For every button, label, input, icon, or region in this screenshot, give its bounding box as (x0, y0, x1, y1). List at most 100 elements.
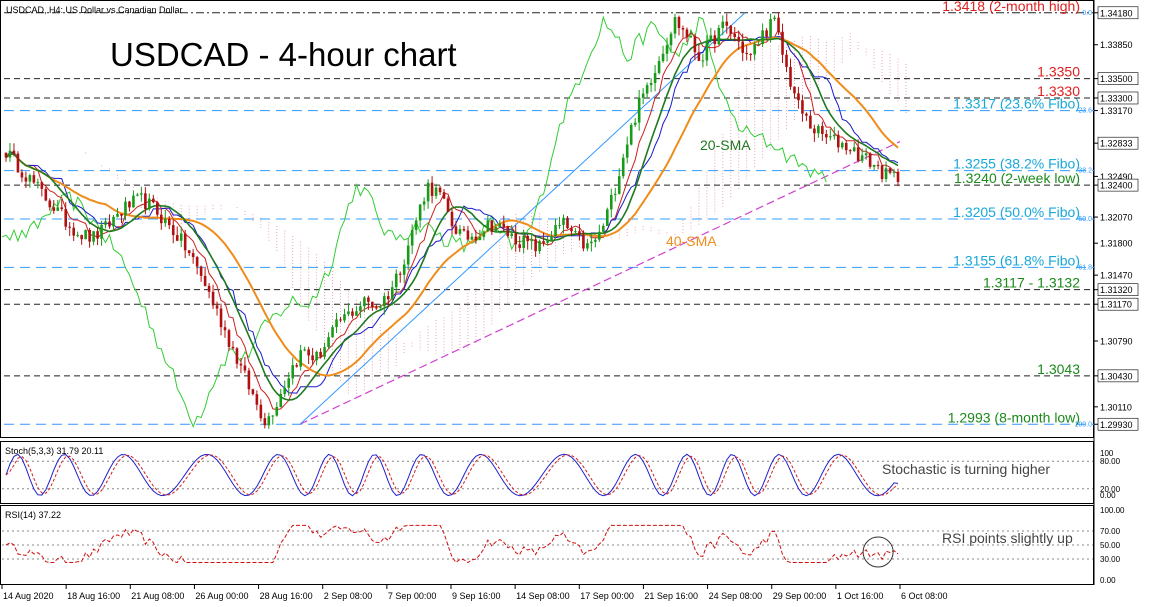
candle-body (598, 231, 601, 240)
candle-body (28, 175, 32, 182)
candle-body (578, 231, 581, 235)
candle-body (721, 21, 725, 28)
candle-body (375, 307, 378, 309)
level-label: 1.3205 (50.0% Fibo) (953, 204, 1080, 220)
candle-body (299, 350, 302, 367)
candle-body (661, 53, 665, 62)
fibo-pct-label: 100.0 (1074, 421, 1092, 428)
candle-body (295, 365, 298, 367)
candle-body (4, 152, 8, 158)
candle-body (789, 66, 792, 87)
candle-body (693, 36, 697, 53)
price-tag-box (1097, 6, 1139, 20)
candle-body (705, 40, 709, 61)
candle-body (478, 236, 482, 241)
candle-body (813, 128, 816, 134)
candle-body (319, 351, 322, 357)
candle-body (187, 250, 191, 254)
rsi-indicator: 100.00 70.00 50.00 30.00 0.00 (2, 506, 1125, 585)
chart-title: USDCAD - 4-hour chart (110, 36, 457, 73)
candle-body (367, 297, 370, 302)
candle-body (323, 347, 326, 357)
candle-body (602, 225, 605, 232)
candle-body (191, 253, 195, 258)
candle-body (526, 235, 529, 242)
candle-body (737, 36, 741, 42)
candle-body (773, 17, 776, 20)
price-tick-label: 1.31800 (1100, 239, 1133, 249)
candle-body (16, 153, 20, 173)
candle-body (570, 228, 573, 232)
candle-body (785, 54, 788, 67)
candle-body (669, 33, 673, 46)
price-tick-label: 1.33300 (1100, 93, 1133, 103)
candle-body (494, 227, 498, 233)
candle-body (32, 175, 36, 183)
price-tag-box (1097, 72, 1139, 85)
candle-body (140, 193, 143, 195)
candle-body (793, 86, 796, 94)
time-tick-label: 29 Sep 00:00 (773, 591, 827, 601)
rsi-note: RSI points slightly up (942, 530, 1073, 546)
candle-body (844, 142, 848, 151)
price-tick-label: 1.32400 (1100, 181, 1133, 191)
time-tick-label: 21 Sep 16:00 (644, 591, 698, 601)
trendlines (299, 12, 901, 425)
price-tick-label: 1.32490 (1100, 172, 1133, 182)
candle-body (745, 52, 748, 55)
candle-body (450, 211, 454, 227)
candle-body (8, 150, 12, 158)
sma20-label: 20-SMA (700, 137, 751, 153)
candle-body (227, 330, 231, 347)
rsi-tick-label: 70.00 (1100, 527, 1121, 536)
candle-body (259, 404, 263, 419)
candle-body (402, 264, 406, 275)
price-tag-box (1097, 297, 1139, 311)
candle-body (641, 93, 645, 98)
candle-body (621, 157, 625, 177)
candle-body (100, 224, 103, 239)
candle-body (530, 239, 533, 242)
candle-body (609, 194, 613, 210)
candle-body (825, 133, 828, 138)
candle-body (163, 218, 167, 224)
rsi-line (5, 524, 899, 564)
candle-body (749, 54, 752, 56)
level-label: 1.3155 (61.8% Fibo) (953, 252, 1080, 268)
candle-body (896, 171, 900, 183)
candle-body (96, 231, 99, 239)
candle-body (594, 239, 597, 242)
rsi-indicator-label: RSI(14) 37.22 (5, 510, 61, 520)
stoch-tick-label: 80.00 (1100, 457, 1121, 466)
candle-body (44, 188, 48, 201)
candle-body (327, 337, 330, 348)
candle-body (199, 266, 203, 276)
candle-body (311, 355, 314, 361)
candle-body (522, 235, 525, 248)
level-label: 1.3255 (38.2% Fibo) (953, 156, 1080, 172)
level-label: 1.3043 (1037, 361, 1080, 377)
candle-body (279, 393, 283, 407)
candle-body (307, 349, 310, 356)
candle-body (466, 230, 470, 240)
candle-body (757, 43, 760, 45)
candle-body (207, 285, 211, 292)
candle-body (339, 319, 342, 321)
candle-body (657, 61, 661, 74)
price-tick-label: 1.30430 (1100, 371, 1133, 381)
price-tick-label: 1.31320 (1100, 285, 1133, 295)
time-tick-label: 28 Aug 16:00 (260, 591, 313, 601)
time-tick-label: 26 Aug 00:00 (195, 591, 248, 601)
candle-body (769, 19, 772, 37)
level-label: 1.2993 (8-month low) (948, 409, 1080, 425)
price-tag-box (1097, 91, 1139, 105)
candle-body (574, 231, 577, 233)
candle-body (112, 216, 115, 227)
candle-body (291, 365, 295, 379)
fibo-pct-label: 38.2 (1078, 168, 1092, 175)
candle-body (741, 41, 745, 53)
candle-body (817, 125, 820, 134)
price-tick-label: 1.30110 (1100, 402, 1132, 412)
